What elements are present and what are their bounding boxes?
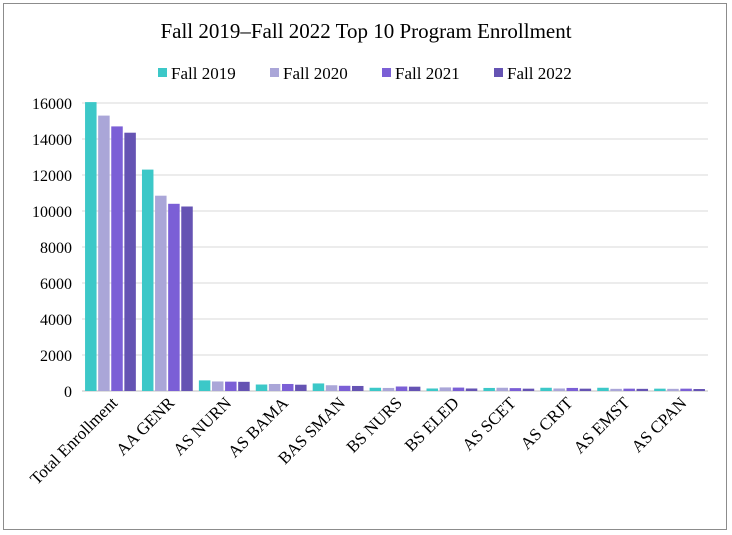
bar bbox=[351, 385, 364, 391]
bar bbox=[667, 388, 679, 391]
y-tick-label: 0 bbox=[64, 384, 72, 401]
legend-label: Fall 2020 bbox=[283, 64, 348, 83]
bar bbox=[325, 385, 338, 391]
bar bbox=[540, 387, 552, 391]
bars bbox=[85, 102, 705, 392]
bar bbox=[654, 388, 666, 391]
bar bbox=[597, 387, 609, 391]
y-tick-label: 16000 bbox=[32, 96, 72, 113]
bar bbox=[181, 206, 193, 391]
bar bbox=[610, 388, 622, 391]
legend-swatch bbox=[494, 68, 503, 77]
bar bbox=[522, 388, 535, 391]
legend-label: Fall 2019 bbox=[171, 64, 236, 83]
bar bbox=[496, 387, 509, 391]
bar bbox=[452, 387, 465, 391]
bar bbox=[680, 388, 692, 391]
bar bbox=[98, 115, 110, 391]
bar bbox=[238, 381, 250, 391]
legend-item: Fall 2020 bbox=[270, 64, 348, 83]
legend-swatch bbox=[158, 68, 167, 77]
bar bbox=[338, 385, 351, 391]
y-tick-label: 8000 bbox=[40, 240, 72, 257]
bar bbox=[268, 383, 281, 391]
bar bbox=[168, 203, 180, 391]
bar bbox=[408, 386, 421, 391]
bar bbox=[111, 126, 123, 392]
bar bbox=[369, 387, 382, 391]
legend-label: Fall 2022 bbox=[507, 64, 572, 83]
x-tick-label: Total Enrollment bbox=[26, 393, 121, 488]
bar bbox=[439, 387, 452, 391]
bar bbox=[225, 381, 237, 391]
bar bbox=[426, 388, 439, 391]
x-tick-label: BS ELED bbox=[401, 393, 463, 455]
bar bbox=[693, 389, 705, 391]
legend-label: Fall 2021 bbox=[395, 64, 460, 83]
bar bbox=[312, 383, 325, 391]
x-tick-label: AS SCET bbox=[458, 393, 520, 455]
bar bbox=[483, 387, 495, 391]
legend-item: Fall 2021 bbox=[382, 64, 460, 83]
bar bbox=[382, 387, 395, 391]
bar bbox=[141, 169, 154, 391]
bar bbox=[211, 381, 224, 391]
bar bbox=[255, 384, 268, 391]
bar bbox=[295, 384, 307, 391]
bar bbox=[124, 132, 136, 391]
legend-swatch bbox=[270, 68, 279, 77]
bar bbox=[509, 388, 522, 391]
y-tick-label: 10000 bbox=[32, 204, 72, 221]
bar bbox=[566, 387, 579, 391]
x-tick-label: AS EMST bbox=[570, 393, 634, 457]
bar bbox=[85, 102, 97, 391]
x-tick-label: AS CPAN bbox=[628, 393, 691, 456]
y-tick-label: 4000 bbox=[40, 312, 72, 329]
bar bbox=[579, 388, 592, 391]
bar bbox=[198, 380, 211, 391]
y-tick-label: 12000 bbox=[32, 168, 72, 185]
bar bbox=[636, 388, 649, 391]
bar bbox=[155, 195, 167, 391]
chart-frame bbox=[3, 3, 727, 530]
bar bbox=[623, 388, 635, 391]
bar bbox=[281, 383, 294, 391]
legend-item: Fall 2019 bbox=[158, 64, 236, 83]
y-axis: 0 2000 4000 6000 8000 10000 12000 14000 16000 bbox=[32, 96, 72, 401]
bar bbox=[553, 388, 565, 391]
x-tick-label: AA GENR bbox=[112, 393, 178, 459]
x-tick-label: BS NURS bbox=[343, 393, 406, 456]
y-tick-label: 2000 bbox=[40, 348, 72, 365]
bar bbox=[465, 388, 478, 391]
legend-item: Fall 2022 bbox=[494, 64, 572, 83]
y-tick-label: 14000 bbox=[32, 132, 72, 149]
bar bbox=[395, 386, 408, 391]
y-tick-label: 6000 bbox=[40, 276, 72, 293]
x-tick-label: AS CRJT bbox=[517, 393, 577, 453]
legend: Fall 2019 Fall 2020 Fall 2021 Fall 2022 bbox=[158, 64, 572, 83]
chart-title: Fall 2019–Fall 2022 Top 10 Program Enrol… bbox=[160, 19, 571, 43]
legend-swatch bbox=[382, 68, 391, 77]
